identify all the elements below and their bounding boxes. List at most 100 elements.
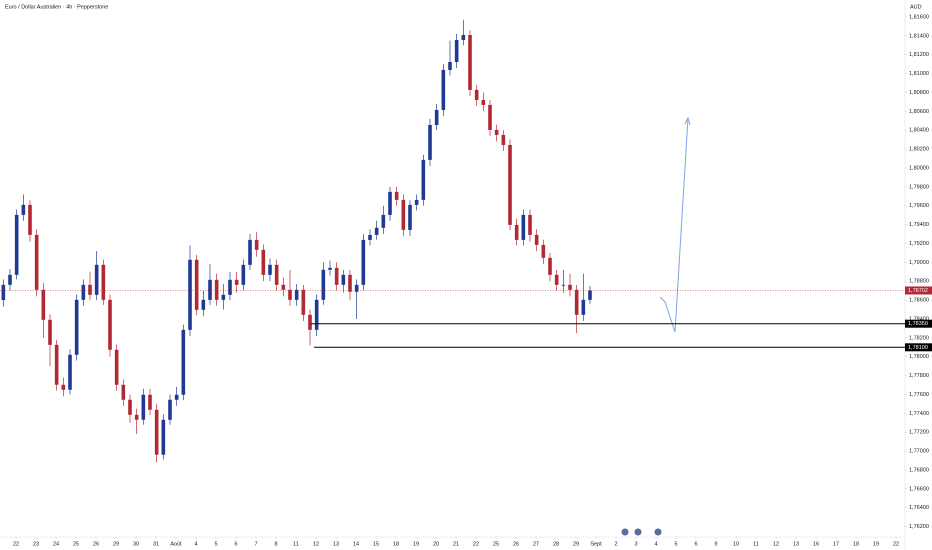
candle-body xyxy=(481,99,486,105)
y-tick-label: 1,76800 xyxy=(909,467,929,473)
candle-body xyxy=(168,399,172,420)
candle-body xyxy=(61,384,66,390)
candle-body xyxy=(101,264,106,300)
y-tick-label: 1,77600 xyxy=(909,392,929,398)
candle-body xyxy=(114,349,119,385)
candle-body xyxy=(248,239,252,265)
candle-body xyxy=(94,264,99,295)
candle-body xyxy=(141,394,146,420)
candle-body xyxy=(508,144,512,225)
y-tick-label: 1,78200 xyxy=(909,335,929,341)
price-label-box xyxy=(905,319,932,328)
x-tick-label: 25 xyxy=(73,541,79,547)
candle-body xyxy=(48,319,52,345)
candle-body xyxy=(34,234,39,290)
candle-body xyxy=(354,284,359,292)
x-tick-label: 15 xyxy=(373,541,379,547)
candle-body xyxy=(314,299,319,330)
candle-body xyxy=(374,227,379,235)
candle-body xyxy=(28,204,32,235)
candle-body xyxy=(528,214,532,235)
y-tick-label: 1,80800 xyxy=(909,90,929,96)
candle-body xyxy=(128,399,132,415)
x-tick-label: 27 xyxy=(533,541,539,547)
candle-body xyxy=(148,394,152,410)
candle-body xyxy=(521,214,526,240)
x-tick-label: 4 xyxy=(194,541,197,547)
x-tick-label: 19 xyxy=(873,541,879,547)
candle-body xyxy=(454,40,459,63)
y-tick-label: 1,79800 xyxy=(909,184,929,190)
x-tick-label: 29 xyxy=(113,541,119,547)
candle-body xyxy=(221,294,226,300)
event-icon[interactable] xyxy=(621,528,629,536)
candle-body xyxy=(441,69,446,110)
x-tick-label: 4 xyxy=(654,541,657,547)
candle-body xyxy=(208,279,212,300)
event-icon[interactable] xyxy=(654,528,662,536)
y-tick-label: 1,81200 xyxy=(909,52,929,58)
x-tick-label: 8 xyxy=(274,541,277,547)
candle-body xyxy=(121,384,126,400)
x-tick-label: 18 xyxy=(853,541,859,547)
candle-body xyxy=(428,124,432,160)
candle-body xyxy=(281,284,286,290)
y-tick-label: 1,76400 xyxy=(909,505,929,511)
candle-body xyxy=(421,159,426,200)
x-tick-label: 3 xyxy=(634,541,637,547)
x-tick-label: 5 xyxy=(674,541,677,547)
candle-body xyxy=(401,199,406,230)
x-tick-label: 22 xyxy=(893,541,899,547)
x-tick-label: 12 xyxy=(773,541,779,547)
candle-body xyxy=(408,204,412,230)
candle-body xyxy=(461,35,466,41)
x-tick-label: 11 xyxy=(293,541,299,547)
y-tick-label: 1,79200 xyxy=(909,241,929,247)
y-tick-label: 1,80400 xyxy=(909,128,929,134)
y-tick-label: 1,76600 xyxy=(909,486,929,492)
candle-body xyxy=(154,409,159,455)
candle-body xyxy=(554,274,559,285)
arrow-head xyxy=(684,116,691,126)
x-tick-label: 24 xyxy=(53,541,59,547)
candle-body xyxy=(214,279,219,300)
y-tick-label: 1,81600 xyxy=(909,14,929,20)
candle-body xyxy=(548,257,552,275)
y-tick-label: 1,78600 xyxy=(909,298,929,304)
x-tick-label: 23 xyxy=(33,541,39,547)
candle-body xyxy=(541,244,546,258)
y-tick-label: 1,77800 xyxy=(909,373,929,379)
candle-body xyxy=(181,329,186,395)
candle-body xyxy=(174,394,179,400)
x-tick-label: 22 xyxy=(13,541,19,547)
y-tick-label: 1,77200 xyxy=(909,430,929,436)
currency-label: AUD xyxy=(910,4,922,10)
price-label-box xyxy=(905,286,932,295)
y-tick-label: 1,80200 xyxy=(909,147,929,153)
candle-body xyxy=(194,259,199,310)
y-tick-label: 1,79000 xyxy=(909,260,929,266)
event-icon[interactable] xyxy=(634,528,642,536)
y-tick-label: 1,77000 xyxy=(909,449,929,455)
candle-body xyxy=(274,264,279,285)
candle-body xyxy=(448,62,452,70)
x-tick-label: 26 xyxy=(93,541,99,547)
candle-body xyxy=(388,191,392,215)
x-tick-label: 9 xyxy=(714,541,717,547)
x-tick-label: 13 xyxy=(793,541,799,547)
y-tick-label: 1,78800 xyxy=(909,279,929,285)
y-tick-label: 1,80000 xyxy=(909,165,929,171)
price-label: 1,78702 xyxy=(908,288,928,294)
x-tick-label: 18 xyxy=(393,541,399,547)
x-tick-label: 5 xyxy=(214,541,217,547)
candle-body xyxy=(328,267,332,270)
candle-body xyxy=(308,314,312,330)
candle-body xyxy=(468,35,472,90)
candle-body xyxy=(201,299,206,310)
y-tick-label: 1,80600 xyxy=(909,109,929,115)
candle-body xyxy=(241,264,246,285)
x-tick-label: 12 xyxy=(313,541,319,547)
y-tick-label: 1,81000 xyxy=(909,71,929,77)
